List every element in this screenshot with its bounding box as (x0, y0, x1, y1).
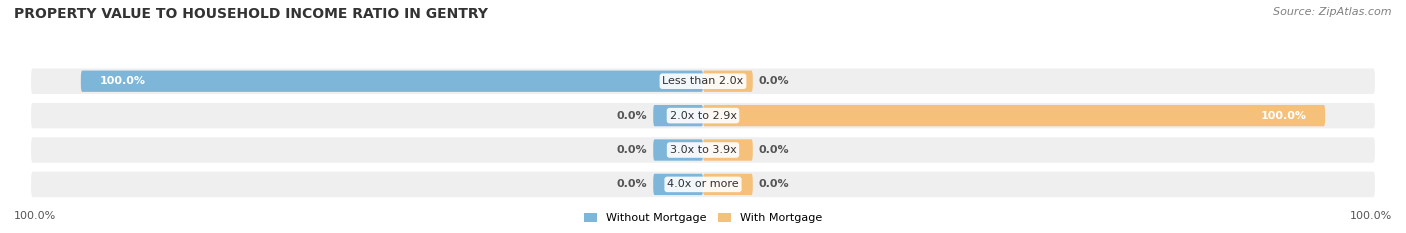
FancyBboxPatch shape (703, 174, 752, 195)
Text: 100.0%: 100.0% (1260, 111, 1306, 121)
Text: 3.0x to 3.9x: 3.0x to 3.9x (669, 145, 737, 155)
Text: PROPERTY VALUE TO HOUSEHOLD INCOME RATIO IN GENTRY: PROPERTY VALUE TO HOUSEHOLD INCOME RATIO… (14, 7, 488, 21)
FancyBboxPatch shape (82, 71, 703, 92)
FancyBboxPatch shape (654, 105, 703, 126)
Text: 4.0x or more: 4.0x or more (668, 179, 738, 189)
Text: 0.0%: 0.0% (759, 179, 790, 189)
Text: 0.0%: 0.0% (616, 111, 647, 121)
FancyBboxPatch shape (703, 71, 752, 92)
Text: Less than 2.0x: Less than 2.0x (662, 76, 744, 86)
Text: 2.0x to 2.9x: 2.0x to 2.9x (669, 111, 737, 121)
Text: 0.0%: 0.0% (759, 145, 790, 155)
Legend: Without Mortgage, With Mortgage: Without Mortgage, With Mortgage (579, 208, 827, 227)
FancyBboxPatch shape (31, 137, 1375, 163)
FancyBboxPatch shape (31, 103, 1375, 128)
Text: 0.0%: 0.0% (616, 145, 647, 155)
FancyBboxPatch shape (703, 105, 1324, 126)
Text: 100.0%: 100.0% (14, 211, 56, 221)
FancyBboxPatch shape (703, 139, 752, 161)
FancyBboxPatch shape (654, 174, 703, 195)
Text: 100.0%: 100.0% (100, 76, 146, 86)
Text: 100.0%: 100.0% (1350, 211, 1392, 221)
FancyBboxPatch shape (654, 139, 703, 161)
FancyBboxPatch shape (31, 172, 1375, 197)
Text: Source: ZipAtlas.com: Source: ZipAtlas.com (1274, 7, 1392, 17)
Text: 0.0%: 0.0% (759, 76, 790, 86)
Text: 0.0%: 0.0% (616, 179, 647, 189)
FancyBboxPatch shape (31, 69, 1375, 94)
